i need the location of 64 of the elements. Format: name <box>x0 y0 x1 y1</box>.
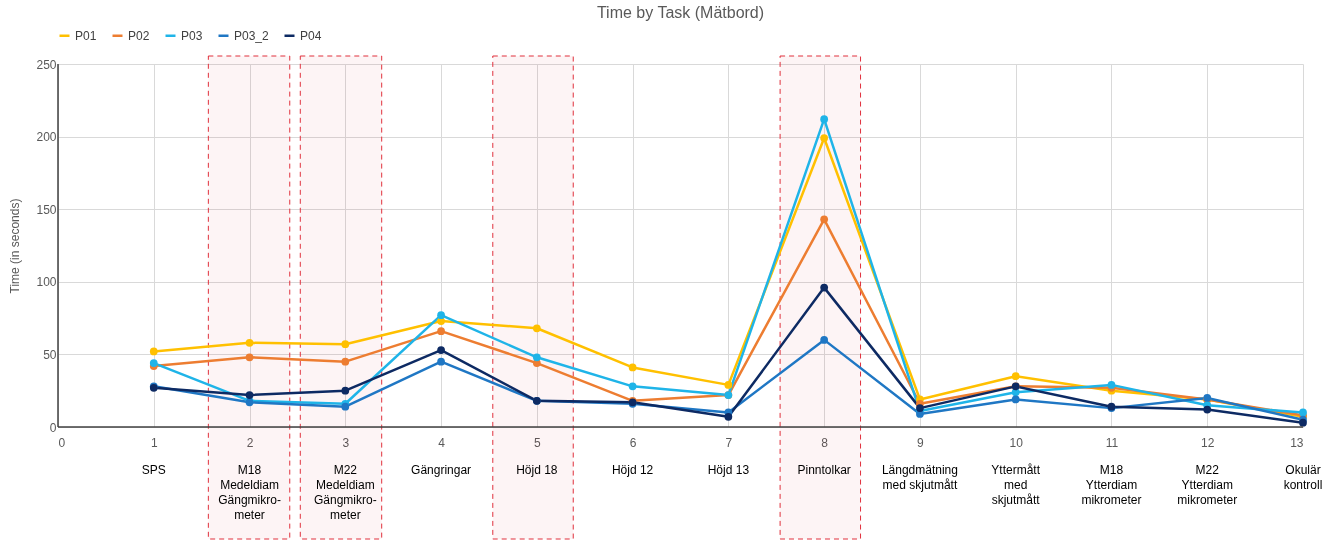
y-tick-label: 250 <box>36 57 57 72</box>
legend-label: P02 <box>128 28 150 43</box>
legend-label: P03 <box>181 28 203 43</box>
text: Höjd 18 <box>516 463 558 477</box>
point <box>437 327 445 336</box>
point <box>628 382 637 391</box>
x-tick-label: 13 <box>1290 435 1304 450</box>
legend-label: P01 <box>75 28 97 43</box>
legend-label: P04 <box>300 28 322 43</box>
point <box>1203 405 1212 414</box>
point <box>437 357 445 366</box>
legend-label: P03_2 <box>234 28 270 43</box>
text: Längdmätning med skjutmått <box>881 463 958 492</box>
point <box>245 391 254 399</box>
y-tick-label: 50 <box>43 347 57 362</box>
point <box>532 324 541 333</box>
x-tick-label: 6 <box>629 435 637 450</box>
text: M22 Ytterdiam mikrometer <box>1177 463 1238 507</box>
x-tick-label: 10 <box>1009 435 1024 450</box>
text: Okulär kontroll <box>1283 463 1323 492</box>
point <box>1011 395 1020 404</box>
text: Höjd 13 <box>707 463 750 477</box>
point <box>820 134 829 142</box>
point <box>820 283 829 292</box>
point <box>437 311 445 320</box>
y-tick-label: 200 <box>36 130 57 145</box>
point <box>341 386 350 395</box>
point <box>245 338 254 347</box>
x-tick-label: 12 <box>1201 435 1215 450</box>
point <box>1011 372 1020 381</box>
point <box>724 381 733 389</box>
text: Pinntolkar <box>797 463 851 477</box>
x-tick-label: 2 <box>246 435 254 450</box>
point <box>532 353 541 362</box>
y-tick-label: 0 <box>49 420 57 435</box>
x-tick-label: 4 <box>438 435 446 450</box>
point <box>341 340 350 349</box>
text: Höjd 12 <box>611 463 654 477</box>
x-tick-label: 11 <box>1105 435 1119 450</box>
text: Yttermått med skjutmått <box>991 463 1041 507</box>
point <box>437 346 445 354</box>
x-tick-label: 5 <box>534 435 541 450</box>
x-tick-label: 8 <box>821 435 829 450</box>
text: SPS <box>141 463 166 477</box>
point <box>820 115 829 124</box>
x-tick-label: 9 <box>917 435 925 450</box>
point <box>724 412 733 421</box>
text: M18 Ytterdiam mikrometer <box>1081 463 1142 507</box>
chart-title: Time by Task (Mätbord) <box>596 4 765 21</box>
x-tick-label: 3 <box>342 435 350 450</box>
point <box>341 357 350 366</box>
text: M18 Medeldiam Gängmikro- meter <box>218 463 281 522</box>
point <box>820 215 829 224</box>
text: M22 Medeldiam Gängmikro- meter <box>313 463 377 522</box>
x-tick-label: 7 <box>725 435 733 450</box>
point <box>820 336 829 344</box>
point <box>245 353 254 362</box>
point <box>628 363 637 372</box>
y-tick-label: 150 <box>36 202 57 217</box>
y-axis-title: Time (in seconds) <box>8 198 23 294</box>
y-tick-label: 100 <box>36 275 57 290</box>
x-tick-label: 1 <box>150 435 158 450</box>
text: Gängringar <box>411 463 472 477</box>
point <box>149 347 158 356</box>
